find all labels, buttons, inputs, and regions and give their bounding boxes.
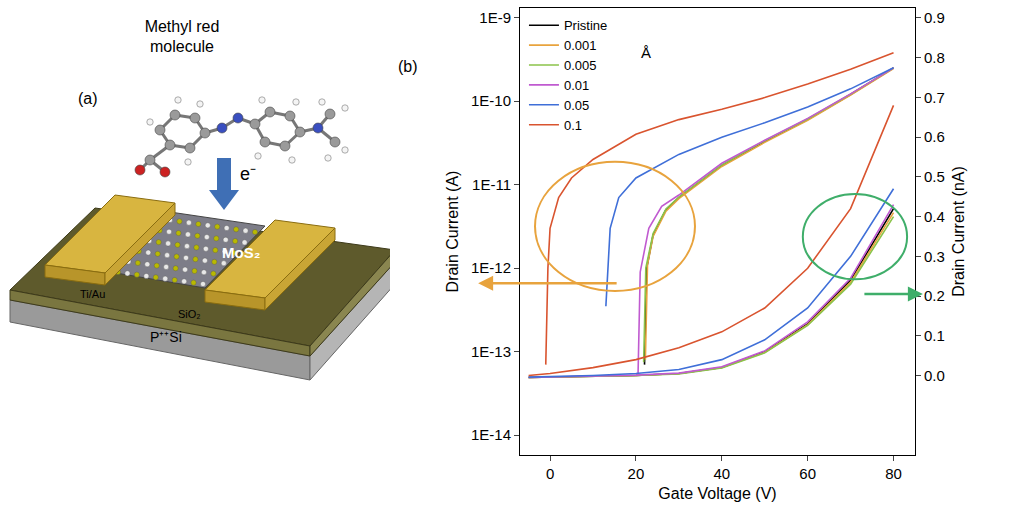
svg-text:0.9: 0.9	[924, 9, 945, 26]
svg-text:0.6: 0.6	[924, 128, 945, 145]
svg-text:0.005: 0.005	[564, 58, 597, 73]
svg-text:80: 80	[885, 465, 902, 482]
svg-text:MoS₂: MoS₂	[222, 244, 260, 261]
svg-text:(a): (a)	[78, 90, 98, 107]
svg-text:Ti/Au: Ti/Au	[80, 288, 105, 300]
svg-text:0.001: 0.001	[564, 38, 597, 53]
svg-text:0.1: 0.1	[924, 327, 945, 344]
svg-text:1E-9: 1E-9	[479, 9, 511, 26]
svg-text:0: 0	[546, 465, 554, 482]
svg-text:1E-12: 1E-12	[471, 259, 511, 276]
svg-text:P⁺⁺Si: P⁺⁺Si	[150, 329, 182, 345]
svg-text:1E-10: 1E-10	[471, 92, 511, 109]
svg-text:Drain Current (A): Drain Current (A)	[444, 171, 461, 293]
svg-text:40: 40	[713, 465, 730, 482]
svg-text:Drain Current (nA): Drain Current (nA)	[950, 166, 967, 297]
svg-text:0.0: 0.0	[924, 367, 945, 384]
svg-text:0.5: 0.5	[924, 168, 945, 185]
svg-text:0.1: 0.1	[564, 118, 582, 133]
svg-text:Pristine: Pristine	[564, 18, 607, 33]
svg-text:0.05: 0.05	[564, 98, 589, 113]
svg-text:e⁻: e⁻	[240, 164, 256, 184]
svg-text:0.7: 0.7	[924, 89, 945, 106]
svg-text:molecule: molecule	[150, 38, 214, 55]
html-text:(b): (b)	[398, 58, 418, 75]
svg-text:60: 60	[799, 465, 816, 482]
svg-text:1E-11: 1E-11	[472, 176, 511, 193]
svg-text:SiO₂: SiO₂	[178, 308, 201, 320]
svg-text:1E-14: 1E-14	[471, 426, 511, 443]
svg-text:0.4: 0.4	[924, 208, 945, 225]
svg-text:0.2: 0.2	[924, 287, 945, 304]
svg-text:Gate Voltage (V): Gate Voltage (V)	[658, 485, 776, 502]
svg-text:20: 20	[628, 465, 645, 482]
svg-text:0.01: 0.01	[564, 78, 589, 93]
svg-text:1E-13: 1E-13	[471, 343, 511, 360]
svg-text:0.3: 0.3	[924, 248, 945, 265]
svg-text:Methyl red: Methyl red	[145, 18, 220, 35]
svg-text:Å: Å	[641, 44, 651, 61]
svg-text:0.8: 0.8	[924, 49, 945, 66]
